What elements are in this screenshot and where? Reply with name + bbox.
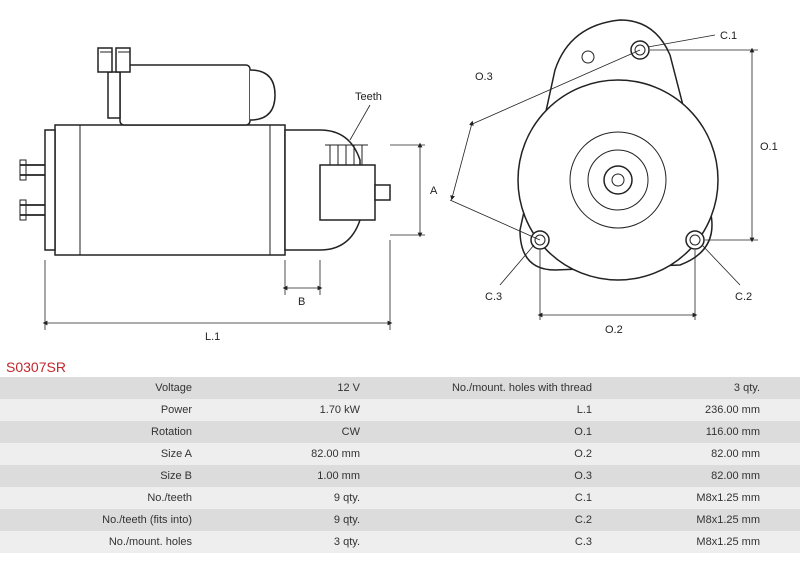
table-row: Voltage12 VNo./mount. holes with thread3… [0,377,800,399]
spec-label: C.3 [400,531,600,553]
table-row: Size A82.00 mmO.282.00 mm [0,443,800,465]
spec-table: Voltage12 VNo./mount. holes with thread3… [0,377,800,553]
spec-label: C.1 [400,487,600,509]
spec-label: Voltage [0,377,200,399]
spec-value: 82.00 mm [200,443,400,465]
dim-O1-label: O.1 [760,141,778,153]
technical-drawing: A Teeth B L.1 [0,0,800,355]
spec-value: 236.00 mm [600,399,800,421]
spec-label: Size B [0,465,200,487]
spec-value: 82.00 mm [600,443,800,465]
side-view: A Teeth B L.1 [20,48,438,343]
dim-teeth-label: Teeth [355,91,382,103]
spec-label: Size A [0,443,200,465]
spec-value: 1.00 mm [200,465,400,487]
spec-value: 3 qty. [600,377,800,399]
table-row: No./teeth (fits into)9 qty.C.2M8x1.25 mm [0,509,800,531]
spec-label: No./mount. holes [0,531,200,553]
spec-value: 9 qty. [200,509,400,531]
spec-value: 116.00 mm [600,421,800,443]
part-number: S0307SR [0,355,800,377]
table-row: No./teeth9 qty.C.1M8x1.25 mm [0,487,800,509]
table-row: Size B1.00 mmO.382.00 mm [0,465,800,487]
spec-label: No./mount. holes with thread [400,377,600,399]
spec-value: 3 qty. [200,531,400,553]
dim-O2-label: O.2 [605,324,623,336]
dim-C2-label: C.2 [735,291,752,303]
dim-A-label: A [430,185,438,197]
spec-value: M8x1.25 mm [600,531,800,553]
spec-value: 9 qty. [200,487,400,509]
spec-value: 12 V [200,377,400,399]
spec-section: S0307SR Voltage12 VNo./mount. holes with… [0,355,800,553]
dim-B-label: B [298,296,305,308]
table-row: Power1.70 kWL.1236.00 mm [0,399,800,421]
spec-value: M8x1.25 mm [600,487,800,509]
table-row: No./mount. holes3 qty.C.3M8x1.25 mm [0,531,800,553]
spec-label: Power [0,399,200,421]
dim-C1-label: C.1 [720,30,737,42]
spec-label: C.2 [400,509,600,531]
dim-C3-label: C.3 [485,291,502,303]
spec-label: No./teeth [0,487,200,509]
spec-label: O.3 [400,465,600,487]
table-row: RotationCWO.1116.00 mm [0,421,800,443]
spec-value: 82.00 mm [600,465,800,487]
spec-label: O.2 [400,443,600,465]
spec-label: No./teeth (fits into) [0,509,200,531]
spec-value: CW [200,421,400,443]
dim-L1-label: L.1 [205,331,220,343]
dim-O3-label: O.3 [475,71,493,83]
drawing-svg: A Teeth B L.1 [0,0,800,355]
spec-label: O.1 [400,421,600,443]
front-view: O.3 C.1 O.1 C.2 C.3 O.2 [450,20,778,336]
spec-value: M8x1.25 mm [600,509,800,531]
spec-label: Rotation [0,421,200,443]
spec-label: L.1 [400,399,600,421]
spec-value: 1.70 kW [200,399,400,421]
